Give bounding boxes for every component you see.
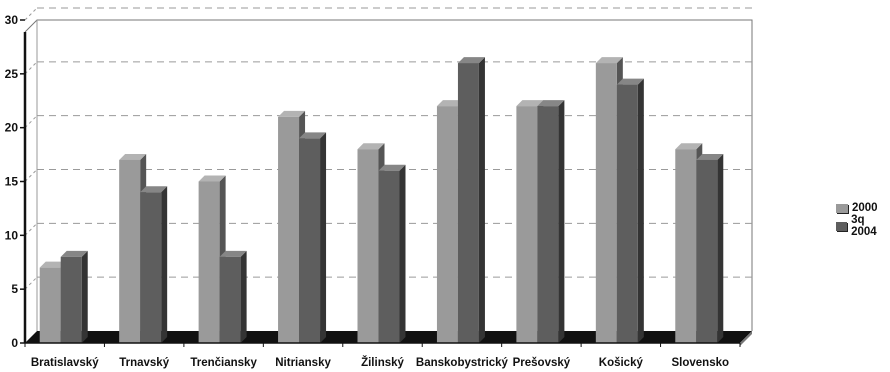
y-tick-label: 30 [5, 13, 19, 27]
legend-item-series-1: 2000 [836, 199, 890, 217]
bar-top [60, 250, 88, 257]
bar [457, 63, 479, 344]
bar-top [516, 100, 544, 107]
y-tick-labels: 0 5 10 15 20 25 30 [5, 13, 19, 350]
legend: 2000 3q 2004 [836, 199, 890, 238]
bar-top [696, 153, 724, 160]
category-label: Banskobystrický [416, 357, 509, 369]
bar [357, 149, 379, 343]
bar-top [299, 132, 327, 139]
bar-top [119, 153, 147, 160]
bar-top [436, 100, 464, 107]
bar [39, 267, 61, 343]
bar-side [399, 164, 406, 343]
bar-side [81, 250, 88, 343]
bar-top [357, 143, 385, 150]
category-label: Žilinský [361, 356, 404, 369]
gridlines [24, 7, 752, 290]
bar [278, 116, 300, 344]
bar [696, 159, 718, 343]
legend-label-series-1: 2000 [852, 202, 878, 214]
bar-side [320, 132, 327, 343]
bar [119, 159, 141, 343]
bar-top [595, 57, 623, 64]
bar [299, 138, 321, 343]
bar [675, 149, 697, 343]
bar [616, 84, 638, 343]
gridline-side [24, 7, 38, 21]
gridline-side [24, 276, 38, 290]
bar-top [198, 175, 226, 182]
bar-top [278, 110, 306, 117]
y-tick-label: 10 [5, 228, 19, 242]
category-label: Košický [599, 357, 644, 369]
bar-side [558, 100, 565, 343]
category-label: Bratislavský [31, 357, 99, 369]
bar-side [717, 153, 724, 343]
y-tick-label: 15 [5, 175, 19, 189]
category-label: Prešovský [513, 357, 571, 369]
bar-top [457, 57, 485, 64]
gridline-side [24, 61, 38, 75]
bar-top [616, 78, 644, 85]
category-label: Nitriansky [275, 357, 331, 369]
back-wall-edge [24, 19, 753, 331]
gridline-side [24, 115, 38, 129]
bar-top [537, 100, 565, 107]
bar [537, 106, 559, 343]
bar [516, 106, 538, 343]
bar-top [39, 261, 67, 268]
legend-label-series-2: 3q 2004 [851, 214, 877, 238]
bar-side [478, 57, 485, 344]
y-tick-label: 5 [11, 282, 18, 296]
category-labels: Bratislavský Trnavský Trenčiansky Nitriansk… [31, 356, 729, 369]
y-tick-label: 25 [5, 67, 19, 81]
bar [219, 256, 241, 343]
gridline-side [24, 222, 38, 236]
bar [60, 256, 82, 343]
bar-side [637, 78, 644, 343]
y-axis [20, 19, 741, 347]
category-label: Trenčiansky [190, 357, 257, 369]
bar-top [140, 186, 168, 193]
bar [140, 192, 162, 343]
bar [198, 181, 220, 343]
category-label: Trnavský [119, 357, 169, 369]
bars [39, 57, 724, 344]
bar [595, 63, 617, 344]
legend-item-series-2: 3q 2004 [836, 214, 890, 238]
bar [436, 106, 458, 343]
y-tick-label: 20 [5, 121, 19, 135]
floor-edge [740, 331, 752, 346]
bar [378, 170, 400, 343]
bar-top [675, 143, 703, 150]
legend-swatch-series-1 [836, 203, 848, 213]
chart-back-wall [24, 19, 753, 331]
bar-top [219, 250, 247, 257]
bar-top [378, 164, 406, 171]
legend-swatch-series-2 [836, 221, 848, 231]
y-tick-label: 0 [11, 336, 18, 350]
bar-side [240, 250, 247, 343]
bar-side [161, 186, 168, 343]
gridline-side [24, 169, 38, 182]
category-label: Slovensko [672, 357, 730, 369]
